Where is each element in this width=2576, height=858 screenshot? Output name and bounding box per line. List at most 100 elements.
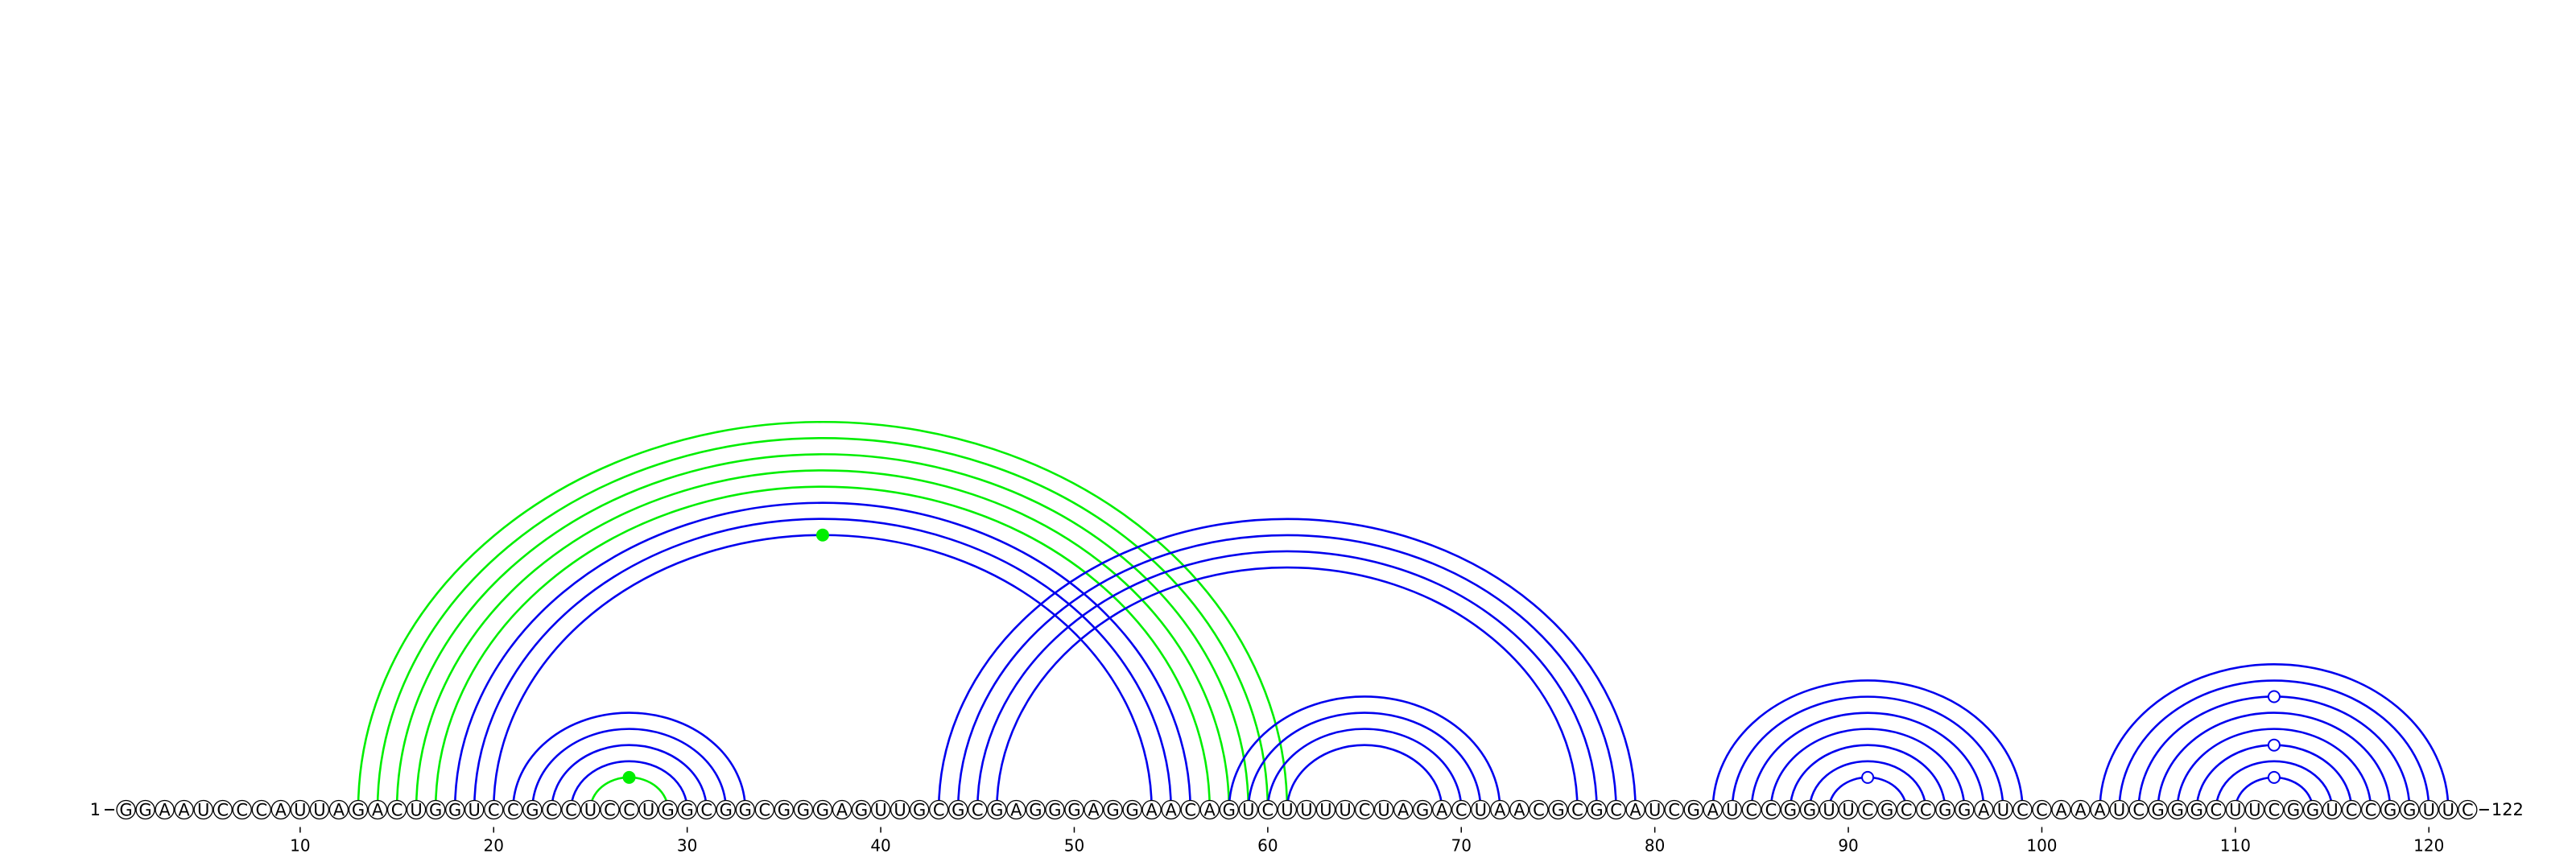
base-pair-arc: [2215, 760, 2334, 811]
nucleotide: U: [1277, 799, 1298, 820]
nucleotide-letter: C: [1533, 801, 1545, 820]
tick-label: 110: [2220, 836, 2251, 856]
nucleotide-letter: G: [1067, 801, 1080, 820]
nucleotide-circle: [213, 799, 233, 820]
nucleotide-letter: A: [1629, 801, 1641, 820]
base-pair-arc: [956, 534, 1617, 811]
nucleotide-circle: [1064, 799, 1084, 820]
nucleotide-circle: [464, 799, 485, 820]
nucleotide-letter: G: [119, 801, 132, 820]
nucleotide-letter: U: [313, 801, 325, 820]
nucleotide: G: [774, 799, 795, 820]
base-pair-arc: [1750, 712, 1985, 811]
tick-label: 50: [1064, 836, 1084, 856]
nucleotide-letter: C: [2365, 801, 2377, 820]
nucleotide-circle: [2302, 799, 2323, 820]
nucleotide-letter: A: [1010, 801, 1022, 820]
nucleotide-letter: G: [2403, 801, 2416, 820]
nucleotide-circle: [1683, 799, 1703, 820]
nucleotide-circle: [135, 799, 155, 820]
nucleotide: G: [1780, 799, 1801, 820]
nucleotide: G: [1935, 799, 1955, 820]
arc-marker-dot: [2267, 690, 2281, 703]
nucleotide-circle: [1413, 799, 1433, 820]
nucleotide-letter: C: [2268, 801, 2281, 820]
nucleotide: A: [174, 799, 194, 820]
nucleotide-circle: [1703, 799, 1723, 820]
nucleotide-circle: [2264, 799, 2285, 820]
nucleotide: U: [1315, 799, 1336, 820]
arc-marker-dot: [1861, 770, 1875, 784]
nucleotide-circle: [1471, 799, 1491, 820]
nucleotide-letter: C: [546, 801, 558, 820]
nucleotide: A: [1432, 799, 1452, 820]
base-pair-arc: [1286, 744, 1443, 811]
nucleotide-letter: G: [1803, 801, 1816, 820]
nucleotide-circle: [2438, 799, 2458, 820]
nucleotide-circle: [1955, 799, 1975, 820]
nucleotide: G: [658, 799, 678, 820]
nucleotide-letter: G: [913, 801, 926, 820]
arc-markers: [622, 528, 2281, 784]
nucleotide-circle: [870, 799, 891, 820]
nucleotide: U: [309, 799, 330, 820]
base-pair-arc: [2176, 728, 2372, 811]
tick-label: 60: [1257, 836, 1278, 856]
nucleotide-circle: [793, 799, 814, 820]
nucleotide: A: [367, 799, 388, 820]
nucleotide-circle: [1761, 799, 1781, 820]
nucleotide-letter: G: [661, 801, 674, 820]
nucleotide-circle: [2148, 799, 2168, 820]
nucleotide-circle: [1974, 799, 1994, 820]
nucleotide: A: [1084, 799, 1104, 820]
nucleotide: U: [2438, 799, 2458, 820]
nucleotide-letter: C: [236, 801, 248, 820]
nucleotide-circle: [251, 799, 271, 820]
nucleotide-letter: C: [565, 801, 577, 820]
nucleotide-letter: C: [604, 801, 616, 820]
nucleotide: C: [232, 799, 252, 820]
nucleotide-letter: A: [1513, 801, 1525, 820]
nucleotide: G: [2283, 799, 2304, 820]
nucleotide-letter: G: [1958, 801, 1971, 820]
nucleotide-circle: [735, 799, 755, 820]
nucleotide-circle: [2167, 799, 2187, 820]
nucleotide-letter: G: [1551, 801, 1564, 820]
tick-label: 120: [2413, 836, 2444, 856]
nucleotide-circle: [909, 799, 930, 820]
base-pair-arc: [357, 421, 1289, 811]
nucleotide-circle: [1393, 799, 1414, 820]
tick-label: 100: [2026, 836, 2057, 856]
nucleotide-circle: [1335, 799, 1356, 820]
nucleotide: C: [1916, 799, 1936, 820]
tick-label: 80: [1645, 836, 1665, 856]
nucleotide-circle: [832, 799, 852, 820]
nucleotide-letter: A: [2074, 801, 2087, 820]
nucleotide: A: [270, 799, 291, 820]
nucleotide: C: [2360, 799, 2381, 820]
nucleotide-letter: U: [1726, 801, 1738, 820]
nucleotide-circle: [1567, 799, 1587, 820]
nucleotide-letter: C: [1571, 801, 1583, 820]
nucleotide-circle: [1876, 799, 1897, 820]
nucleotide: A: [1509, 799, 1530, 820]
nucleotide-letter: G: [1416, 801, 1429, 820]
nucleotide-circle: [1238, 799, 1258, 820]
nucleotide-circle: [2070, 799, 2091, 820]
nucleotide-letter: C: [933, 801, 945, 820]
nucleotide: G: [1955, 799, 1975, 820]
nucleotide-circle: [1122, 799, 1142, 820]
nucleotide: C: [484, 799, 504, 820]
nucleotide-circle: [929, 799, 949, 820]
nucleotide: U: [193, 799, 213, 820]
nucleotide-circle: [116, 799, 136, 820]
nucleotide-letter: U: [294, 801, 306, 820]
nucleotide: G: [2380, 799, 2401, 820]
nucleotide-letter: C: [2017, 801, 2029, 820]
nucleotide: C: [1761, 799, 1781, 820]
nucleotide: C: [2458, 799, 2478, 820]
nucleotide-letter: U: [2326, 801, 2338, 820]
nucleotide: U: [1296, 799, 1317, 820]
arc-marker-dot: [815, 528, 829, 542]
nucleotide: G: [2400, 799, 2420, 820]
